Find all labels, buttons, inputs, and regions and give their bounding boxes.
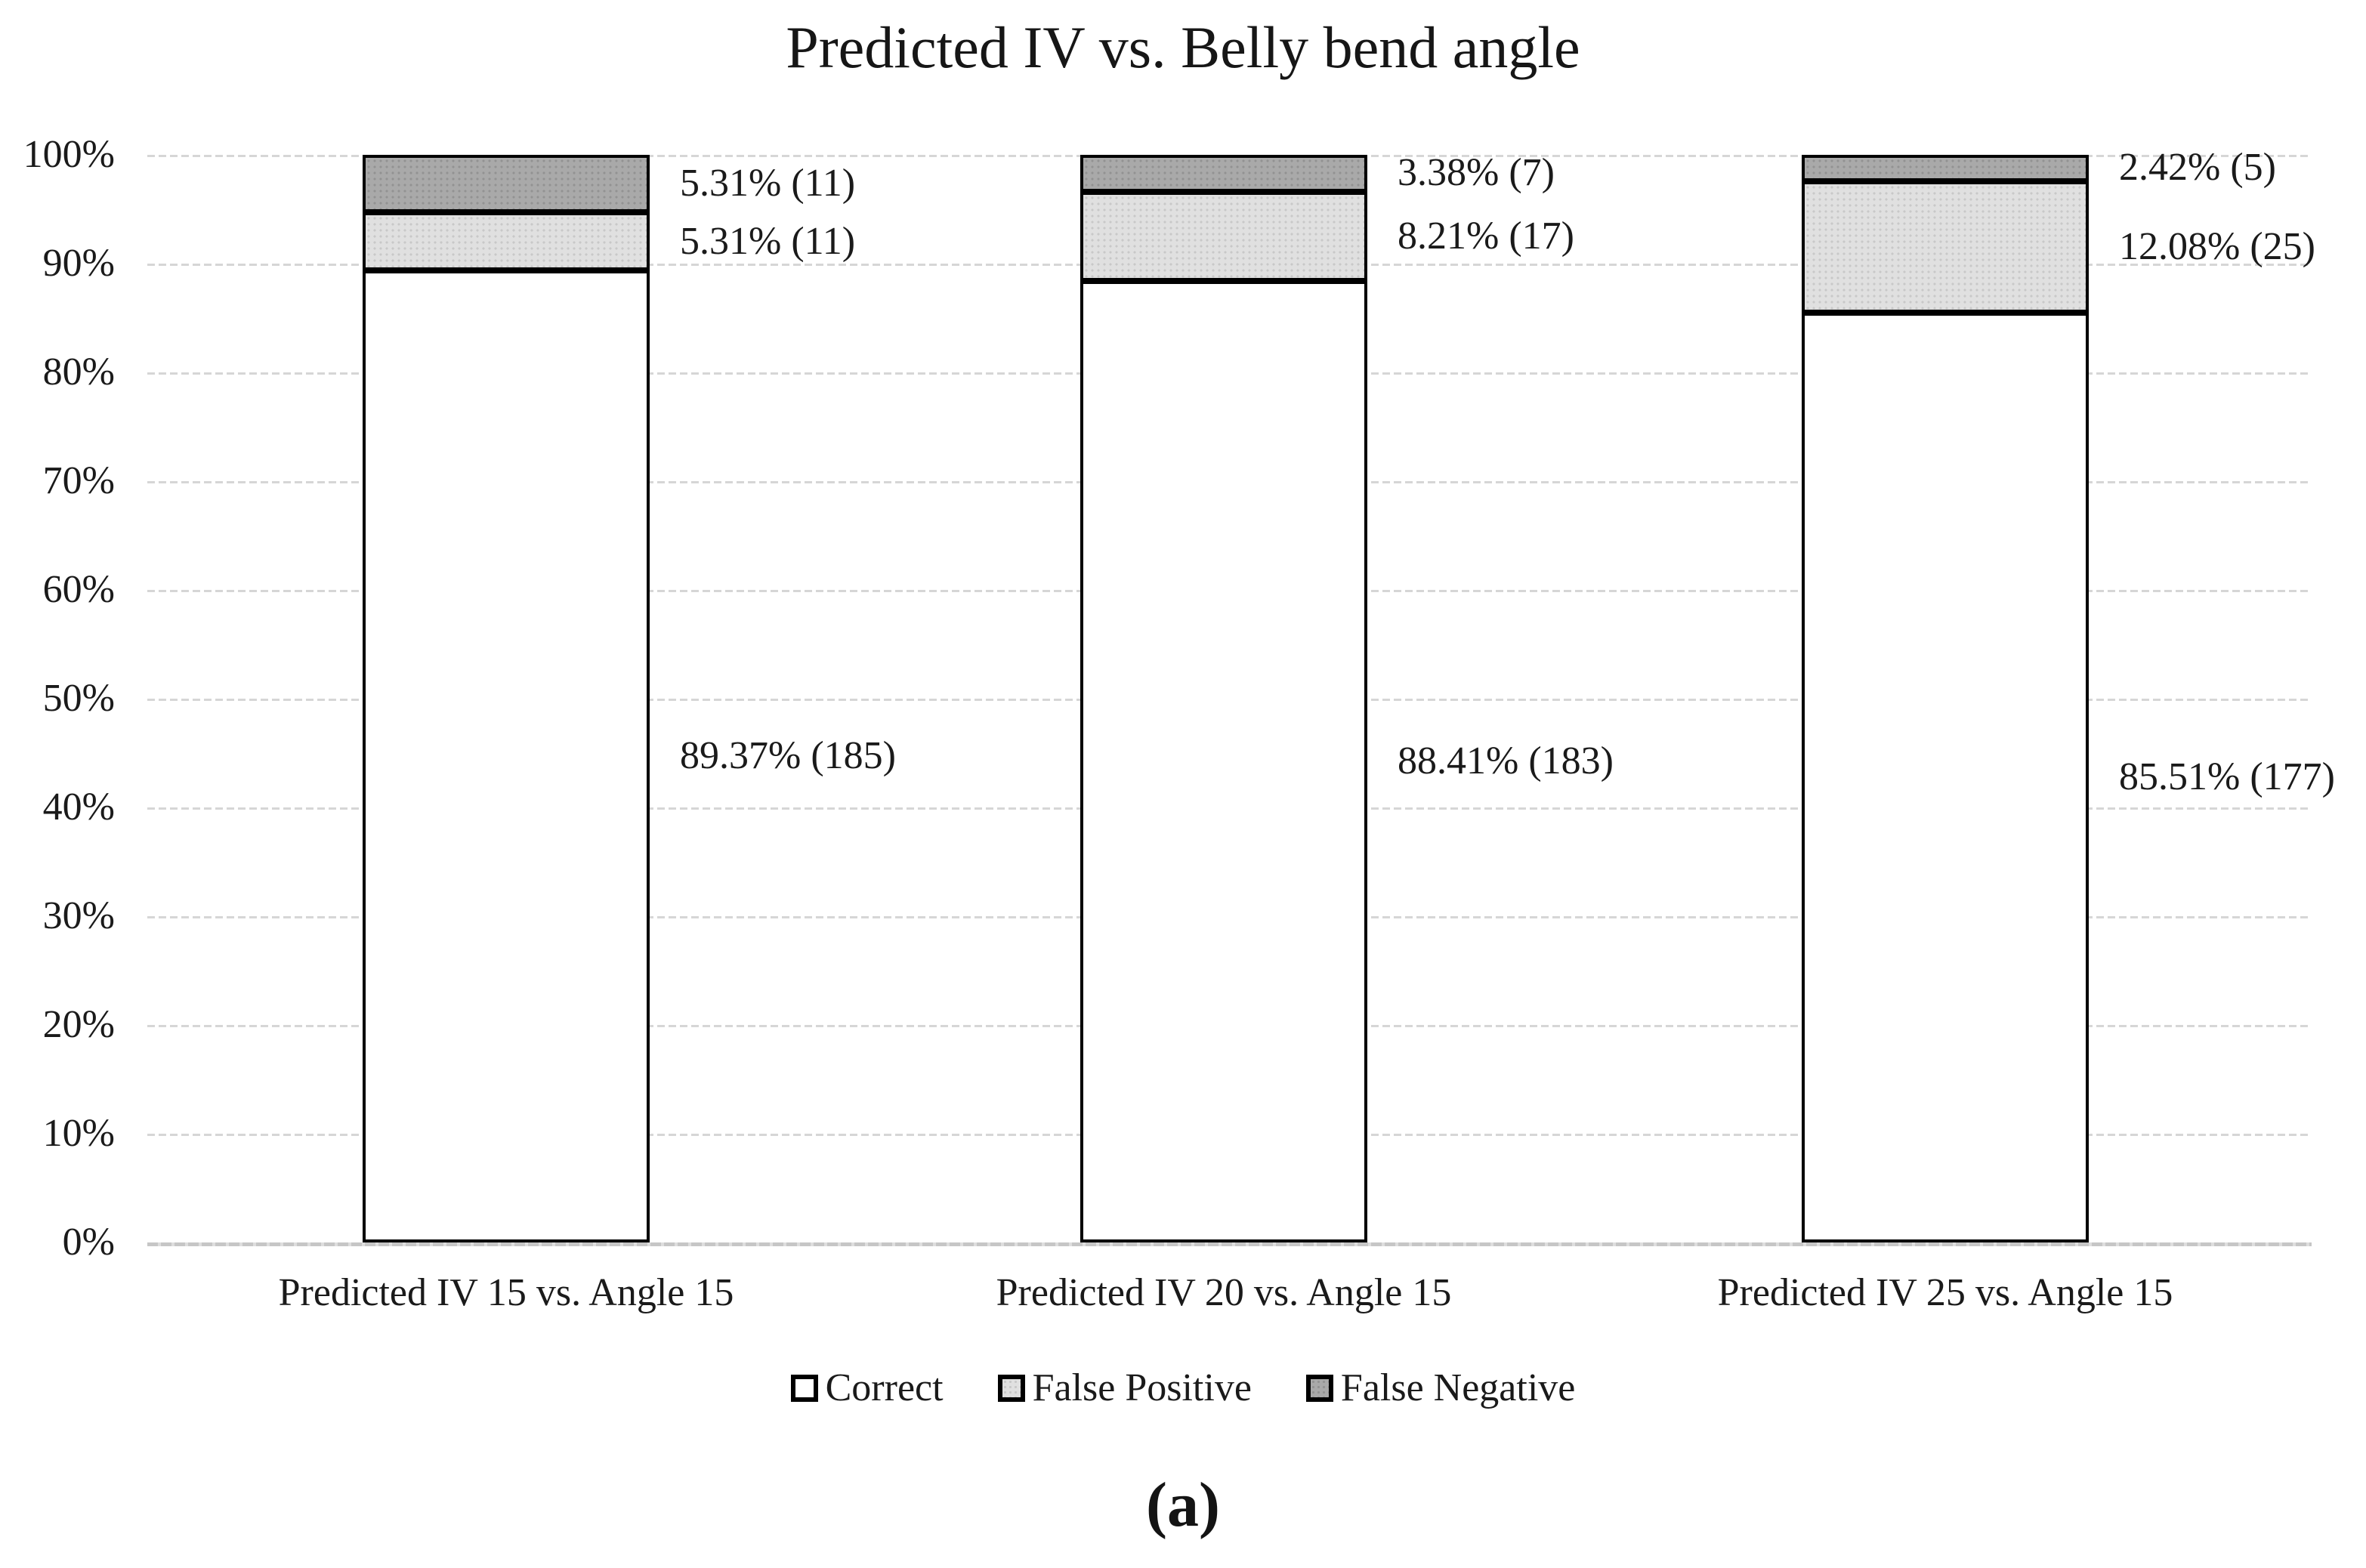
legend-label-false-positive: False Positive bbox=[1032, 1366, 1252, 1409]
chart-title: Predicted IV vs. Belly bend angle bbox=[786, 14, 1580, 80]
segment-false-negative bbox=[1080, 155, 1367, 192]
legend-item-false-negative: False Negative bbox=[1305, 1366, 1576, 1409]
segment-false-negative bbox=[363, 155, 650, 213]
category-label-3: Predicted IV 25 vs. Angle 15 bbox=[1717, 1271, 2173, 1314]
legend-item-correct: Correct bbox=[790, 1366, 944, 1409]
segment-false-positive bbox=[363, 212, 650, 270]
legend-item-false-positive: False Positive bbox=[997, 1366, 1252, 1409]
legend-label-false-negative: False Negative bbox=[1340, 1366, 1576, 1409]
y-tick-label-90%: 90% bbox=[42, 242, 115, 285]
data-label-fn-bar-3: 2.42% (5) bbox=[2119, 146, 2276, 190]
x-axis-line bbox=[147, 1242, 2312, 1246]
y-tick-label-80%: 80% bbox=[42, 350, 115, 394]
bar-predicted-iv-25 bbox=[1802, 155, 2089, 1243]
legend-swatch-false-positive bbox=[997, 1375, 1025, 1402]
data-label-fp-bar-1: 5.31% (11) bbox=[680, 219, 856, 263]
legend: Correct False Positive False Negative bbox=[0, 1369, 2366, 1408]
data-label-fn-bar-1: 5.31% (11) bbox=[680, 162, 856, 205]
legend-swatch-correct bbox=[790, 1375, 818, 1402]
data-label-fn-bar-2: 3.38% (7) bbox=[1398, 151, 1555, 195]
segment-correct bbox=[1080, 280, 1367, 1242]
legend-swatch-false-negative bbox=[1305, 1375, 1333, 1402]
category-label-1: Predicted IV 15 vs. Angle 15 bbox=[278, 1271, 734, 1314]
y-tick-label-40%: 40% bbox=[42, 786, 115, 829]
y-tick-label-30%: 30% bbox=[42, 894, 115, 937]
figure-caption: (a) bbox=[1146, 1470, 1220, 1540]
y-tick-label-10%: 10% bbox=[42, 1112, 115, 1155]
segment-correct bbox=[1802, 312, 2089, 1243]
legend-label-correct: Correct bbox=[825, 1366, 944, 1409]
data-label-fp-bar-3: 12.08% (25) bbox=[2119, 224, 2315, 268]
y-tick-label-0%: 0% bbox=[62, 1221, 115, 1264]
segment-false-negative bbox=[1802, 155, 2089, 181]
bar-predicted-iv-20 bbox=[1080, 155, 1367, 1242]
y-tick-label-70%: 70% bbox=[42, 459, 115, 502]
category-label-2: Predicted IV 20 vs. Angle 15 bbox=[996, 1271, 1452, 1314]
bar-predicted-iv-15 bbox=[363, 155, 650, 1242]
segment-correct bbox=[363, 270, 650, 1242]
y-tick-label-100%: 100% bbox=[23, 133, 115, 176]
y-tick-label-50%: 50% bbox=[42, 677, 115, 720]
data-label-correct-bar-1: 89.37% (185) bbox=[680, 734, 896, 778]
data-label-correct-bar-2: 88.41% (183) bbox=[1398, 739, 1614, 783]
segment-false-positive bbox=[1080, 191, 1367, 281]
data-label-fp-bar-2: 8.21% (17) bbox=[1398, 214, 1574, 258]
y-tick-label-60%: 60% bbox=[42, 568, 115, 611]
y-tick-label-20%: 20% bbox=[42, 1003, 115, 1046]
segment-false-positive bbox=[1802, 181, 2089, 313]
data-label-correct-bar-3: 85.51% (177) bbox=[2119, 755, 2335, 799]
